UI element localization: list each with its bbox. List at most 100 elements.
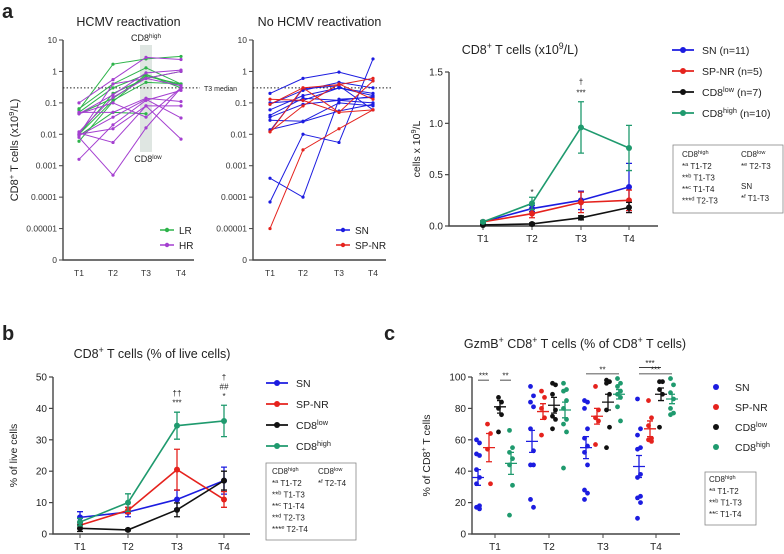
data-point [528, 399, 533, 405]
chart-title: CD8+ T cells (% of live cells) [74, 345, 231, 361]
data-point-LR [111, 62, 115, 66]
data-point [582, 406, 587, 411]
data-point [561, 388, 566, 394]
data-point-HR [144, 76, 148, 81]
series-line-LR [78, 81, 182, 135]
data-point-SN [371, 57, 375, 61]
stats-line: **c T1-T4 [709, 510, 742, 519]
series-line-HR [78, 105, 181, 144]
stats-line: **b T1-T3 [682, 174, 715, 183]
y-tick-label: 0 [242, 255, 247, 265]
data-point-SP-NR [337, 110, 341, 114]
legend-label: HR [179, 241, 193, 252]
data-point-SN [268, 176, 272, 180]
data-point [585, 399, 590, 405]
data-point [626, 183, 632, 190]
series-line-LR [78, 75, 182, 115]
panel-label-a: a [2, 1, 14, 23]
series-line-HR [78, 89, 182, 160]
data-point [638, 426, 643, 432]
legend-marker [340, 227, 346, 233]
data-point [174, 422, 180, 429]
data-point [510, 445, 515, 451]
data-point [221, 477, 227, 484]
x-tick-label: T1 [477, 234, 489, 245]
significance-marker: * [222, 392, 225, 401]
data-point-HR [179, 137, 183, 141]
y-tick-label: 60 [455, 435, 467, 446]
data-point-SP-NR [301, 148, 305, 152]
mean-sem-bar [494, 399, 506, 414]
data-point-HR [111, 140, 115, 145]
data-point [585, 426, 590, 432]
stats-line: **b T1-T3 [709, 499, 742, 508]
series-line [482, 206, 630, 226]
legend-marker [274, 422, 280, 428]
data-point [531, 393, 536, 399]
series-line-SN [269, 102, 374, 122]
data-point [550, 426, 555, 432]
data-point-HR [77, 157, 81, 161]
y-tick-label: 0.0001 [221, 192, 247, 202]
mean-sem-bar [580, 436, 592, 460]
data-point-HR [179, 84, 183, 88]
data-point-SN [268, 200, 272, 204]
series-line-HR [78, 69, 182, 115]
data-point-SN [337, 98, 341, 102]
stats-line: **d T2-T3 [272, 514, 305, 523]
significance-label: *** [651, 365, 660, 374]
series-line-HR [78, 105, 182, 140]
reference-line-label: T3 median [204, 86, 237, 93]
stats-line: **b T1-T3 [272, 491, 305, 500]
y-tick-label: 40 [36, 404, 48, 415]
annotation-cd8-low: CD8low [134, 154, 162, 165]
x-tick-label: T2 [526, 234, 538, 245]
data-point [174, 496, 180, 503]
x-tick-label: T4 [368, 268, 378, 278]
series-line-SN [269, 97, 374, 116]
x-tick-label: T3 [575, 234, 587, 245]
data-point [529, 210, 535, 217]
legend-label: SN [355, 226, 369, 237]
series-line-SN [269, 87, 374, 111]
series-line-SN [269, 103, 374, 131]
series-line-HR [79, 97, 182, 113]
data-point-SN [337, 70, 341, 74]
series-line-SP-NR [269, 98, 374, 113]
legend-marker [680, 110, 686, 116]
data-point [582, 487, 587, 493]
legend-label: CD8high (n=10) [702, 106, 770, 121]
data-point [561, 380, 566, 386]
data-point-SN [371, 94, 375, 98]
significance-marker: ## [220, 383, 229, 392]
legend-marker [680, 89, 686, 95]
data-point-SP-NR [371, 108, 375, 112]
data-point [668, 406, 673, 411]
data-point-SP-NR [268, 102, 272, 106]
data-point [626, 144, 632, 151]
data-point [649, 415, 654, 421]
data-point-LR [179, 54, 183, 59]
legend-marker [713, 384, 719, 390]
data-point [528, 384, 533, 389]
mean-sem-bar [644, 420, 656, 438]
data-point-HR [77, 101, 81, 105]
data-point [615, 384, 620, 389]
y-tick-label: 10 [48, 35, 58, 45]
data-point-SP-NR [337, 82, 341, 86]
y-tick-label: 0.001 [36, 161, 58, 171]
data-point [474, 437, 479, 443]
series-line-SN [269, 58, 374, 203]
x-tick-label: T3 [141, 268, 151, 278]
annotation-cd8-high: CD8high [131, 33, 161, 44]
series-line-HR [78, 98, 182, 137]
mean-sem-bar [655, 387, 667, 402]
stats-line: *e T2-T3 [741, 162, 771, 171]
data-point [635, 396, 640, 402]
x-tick-label: T2 [543, 542, 555, 553]
data-point [668, 412, 673, 418]
data-point [604, 445, 609, 451]
stats-box [704, 471, 757, 526]
data-point-LR [77, 139, 81, 143]
data-point-HR [179, 99, 183, 104]
